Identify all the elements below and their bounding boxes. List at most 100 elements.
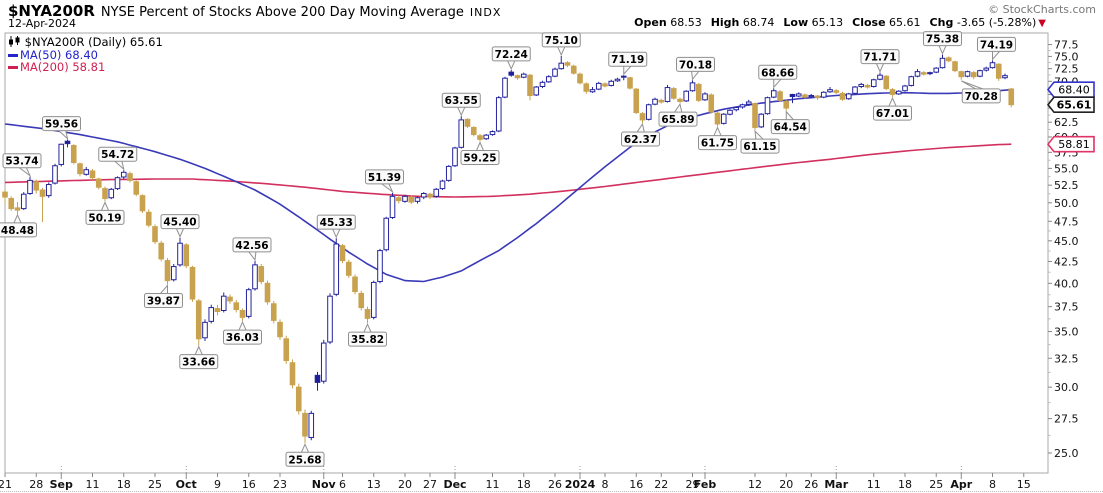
candle-123	[770, 88, 777, 99]
svg-text:47.5: 47.5	[1054, 215, 1079, 228]
candle-2	[14, 202, 21, 214]
svg-text:75.10: 75.10	[545, 35, 578, 47]
price-boxes: 68.40 65.61 58.81	[1046, 81, 1095, 153]
svg-text:61.75: 61.75	[701, 138, 734, 150]
svg-text:16: 16	[629, 478, 643, 491]
candles-layer	[2, 54, 1015, 444]
candle-110	[689, 80, 696, 92]
candle-16	[102, 186, 108, 202]
candle-96	[602, 82, 608, 88]
candle-161	[1008, 87, 1015, 108]
annotation-68.66: 68.66	[758, 64, 798, 89]
annotation-54.72: 54.72	[98, 146, 138, 171]
candle-117	[733, 106, 740, 112]
svg-text:62.37: 62.37	[624, 134, 657, 146]
candle-7	[45, 182, 52, 198]
annotation-48.48: 48.48	[0, 213, 37, 238]
legend-ma200-row: MA(200) 58.81	[8, 61, 163, 74]
candle-106	[664, 84, 671, 103]
annotation-62.37: 62.37	[621, 122, 660, 147]
candle-72	[452, 146, 458, 168]
svg-text:64.54: 64.54	[774, 122, 807, 134]
open-value: 68.53	[670, 16, 702, 29]
svg-text:75.0: 75.0	[1054, 50, 1079, 63]
candle-91	[570, 64, 577, 75]
low-label: Low	[783, 16, 809, 29]
candle-22	[139, 194, 146, 214]
annotation-75.38: 75.38	[923, 31, 962, 55]
annotation-59.56: 59.56	[42, 116, 81, 141]
candle-28	[177, 237, 183, 267]
annotation-61.15: 61.15	[740, 129, 780, 154]
candle-11	[70, 144, 77, 165]
candle-34	[214, 304, 221, 316]
candle-74	[464, 118, 471, 129]
candle-141	[883, 75, 890, 91]
svg-text:11: 11	[867, 478, 881, 491]
candle-134	[839, 91, 846, 101]
svg-text:11: 11	[86, 478, 100, 491]
svg-text:42.5: 42.5	[1054, 255, 1079, 268]
svg-text:51.39: 51.39	[368, 172, 401, 184]
candle-73	[458, 116, 465, 149]
candle-138	[864, 83, 871, 89]
candle-21	[133, 180, 140, 197]
candle-59	[370, 280, 377, 320]
candle-109	[683, 90, 690, 103]
chg-label: Chg	[929, 16, 954, 29]
candle-113	[708, 93, 715, 114]
svg-text:53.74: 53.74	[5, 156, 38, 168]
annotation-36.03: 36.03	[223, 320, 262, 345]
price-box-68.40: 68.40	[1046, 81, 1095, 98]
svg-text:71.71: 71.71	[863, 52, 896, 64]
candle-100	[627, 76, 633, 90]
candle-153	[958, 70, 965, 80]
candle-19	[120, 170, 127, 180]
candle-14	[89, 169, 96, 180]
annotation-71.19: 71.19	[608, 51, 648, 76]
candle-75	[470, 126, 477, 137]
candle-122	[764, 96, 771, 115]
candle-41	[258, 264, 265, 285]
svg-text:27.5: 27.5	[1054, 413, 1079, 426]
candle-55	[345, 259, 352, 278]
svg-text:23: 23	[273, 478, 287, 491]
candle-8	[52, 163, 58, 185]
ma200-line	[4, 143, 1012, 198]
candle-49	[308, 410, 315, 441]
svg-text:39.87: 39.87	[147, 296, 180, 308]
candle-93	[583, 82, 590, 94]
svg-text:11: 11	[486, 478, 500, 491]
svg-text:72.5: 72.5	[1054, 63, 1079, 76]
svg-text:55.0: 55.0	[1054, 162, 1079, 175]
candle-156	[977, 69, 983, 78]
candle-46	[289, 359, 296, 389]
svg-text:48.48: 48.48	[1, 225, 34, 237]
annotations-layer: 48.48 53.74 59.56 50.19 54.72 39.87 45.40 33.66…	[0, 31, 1016, 467]
annotation-61.75: 61.75	[698, 126, 737, 151]
svg-text:59.56: 59.56	[45, 119, 78, 131]
candle-58	[364, 306, 371, 324]
candle-29	[183, 243, 190, 269]
svg-text:25.0: 25.0	[1054, 447, 1079, 460]
candle-99	[620, 75, 627, 81]
svg-text:58.81: 58.81	[1058, 138, 1090, 151]
chart-date: 12-Apr-2024	[8, 17, 77, 30]
candle-10	[64, 139, 71, 148]
candle-148	[927, 71, 933, 76]
high-label: High	[710, 16, 740, 29]
svg-text:62.5: 62.5	[1054, 116, 1079, 129]
candle-18	[114, 176, 121, 191]
candle-54	[339, 244, 346, 264]
candle-76	[477, 133, 483, 142]
annotation-71.71: 71.71	[860, 49, 900, 73]
svg-text:Dec: Dec	[443, 478, 466, 491]
candle-62	[389, 192, 396, 220]
candle-136	[852, 85, 858, 95]
candle-105	[658, 98, 665, 104]
candle-127	[795, 92, 802, 98]
candle-126	[789, 93, 796, 104]
image-bottom-border	[0, 491, 1103, 492]
candle-9	[58, 143, 65, 167]
annotation-50.19: 50.19	[85, 201, 125, 225]
